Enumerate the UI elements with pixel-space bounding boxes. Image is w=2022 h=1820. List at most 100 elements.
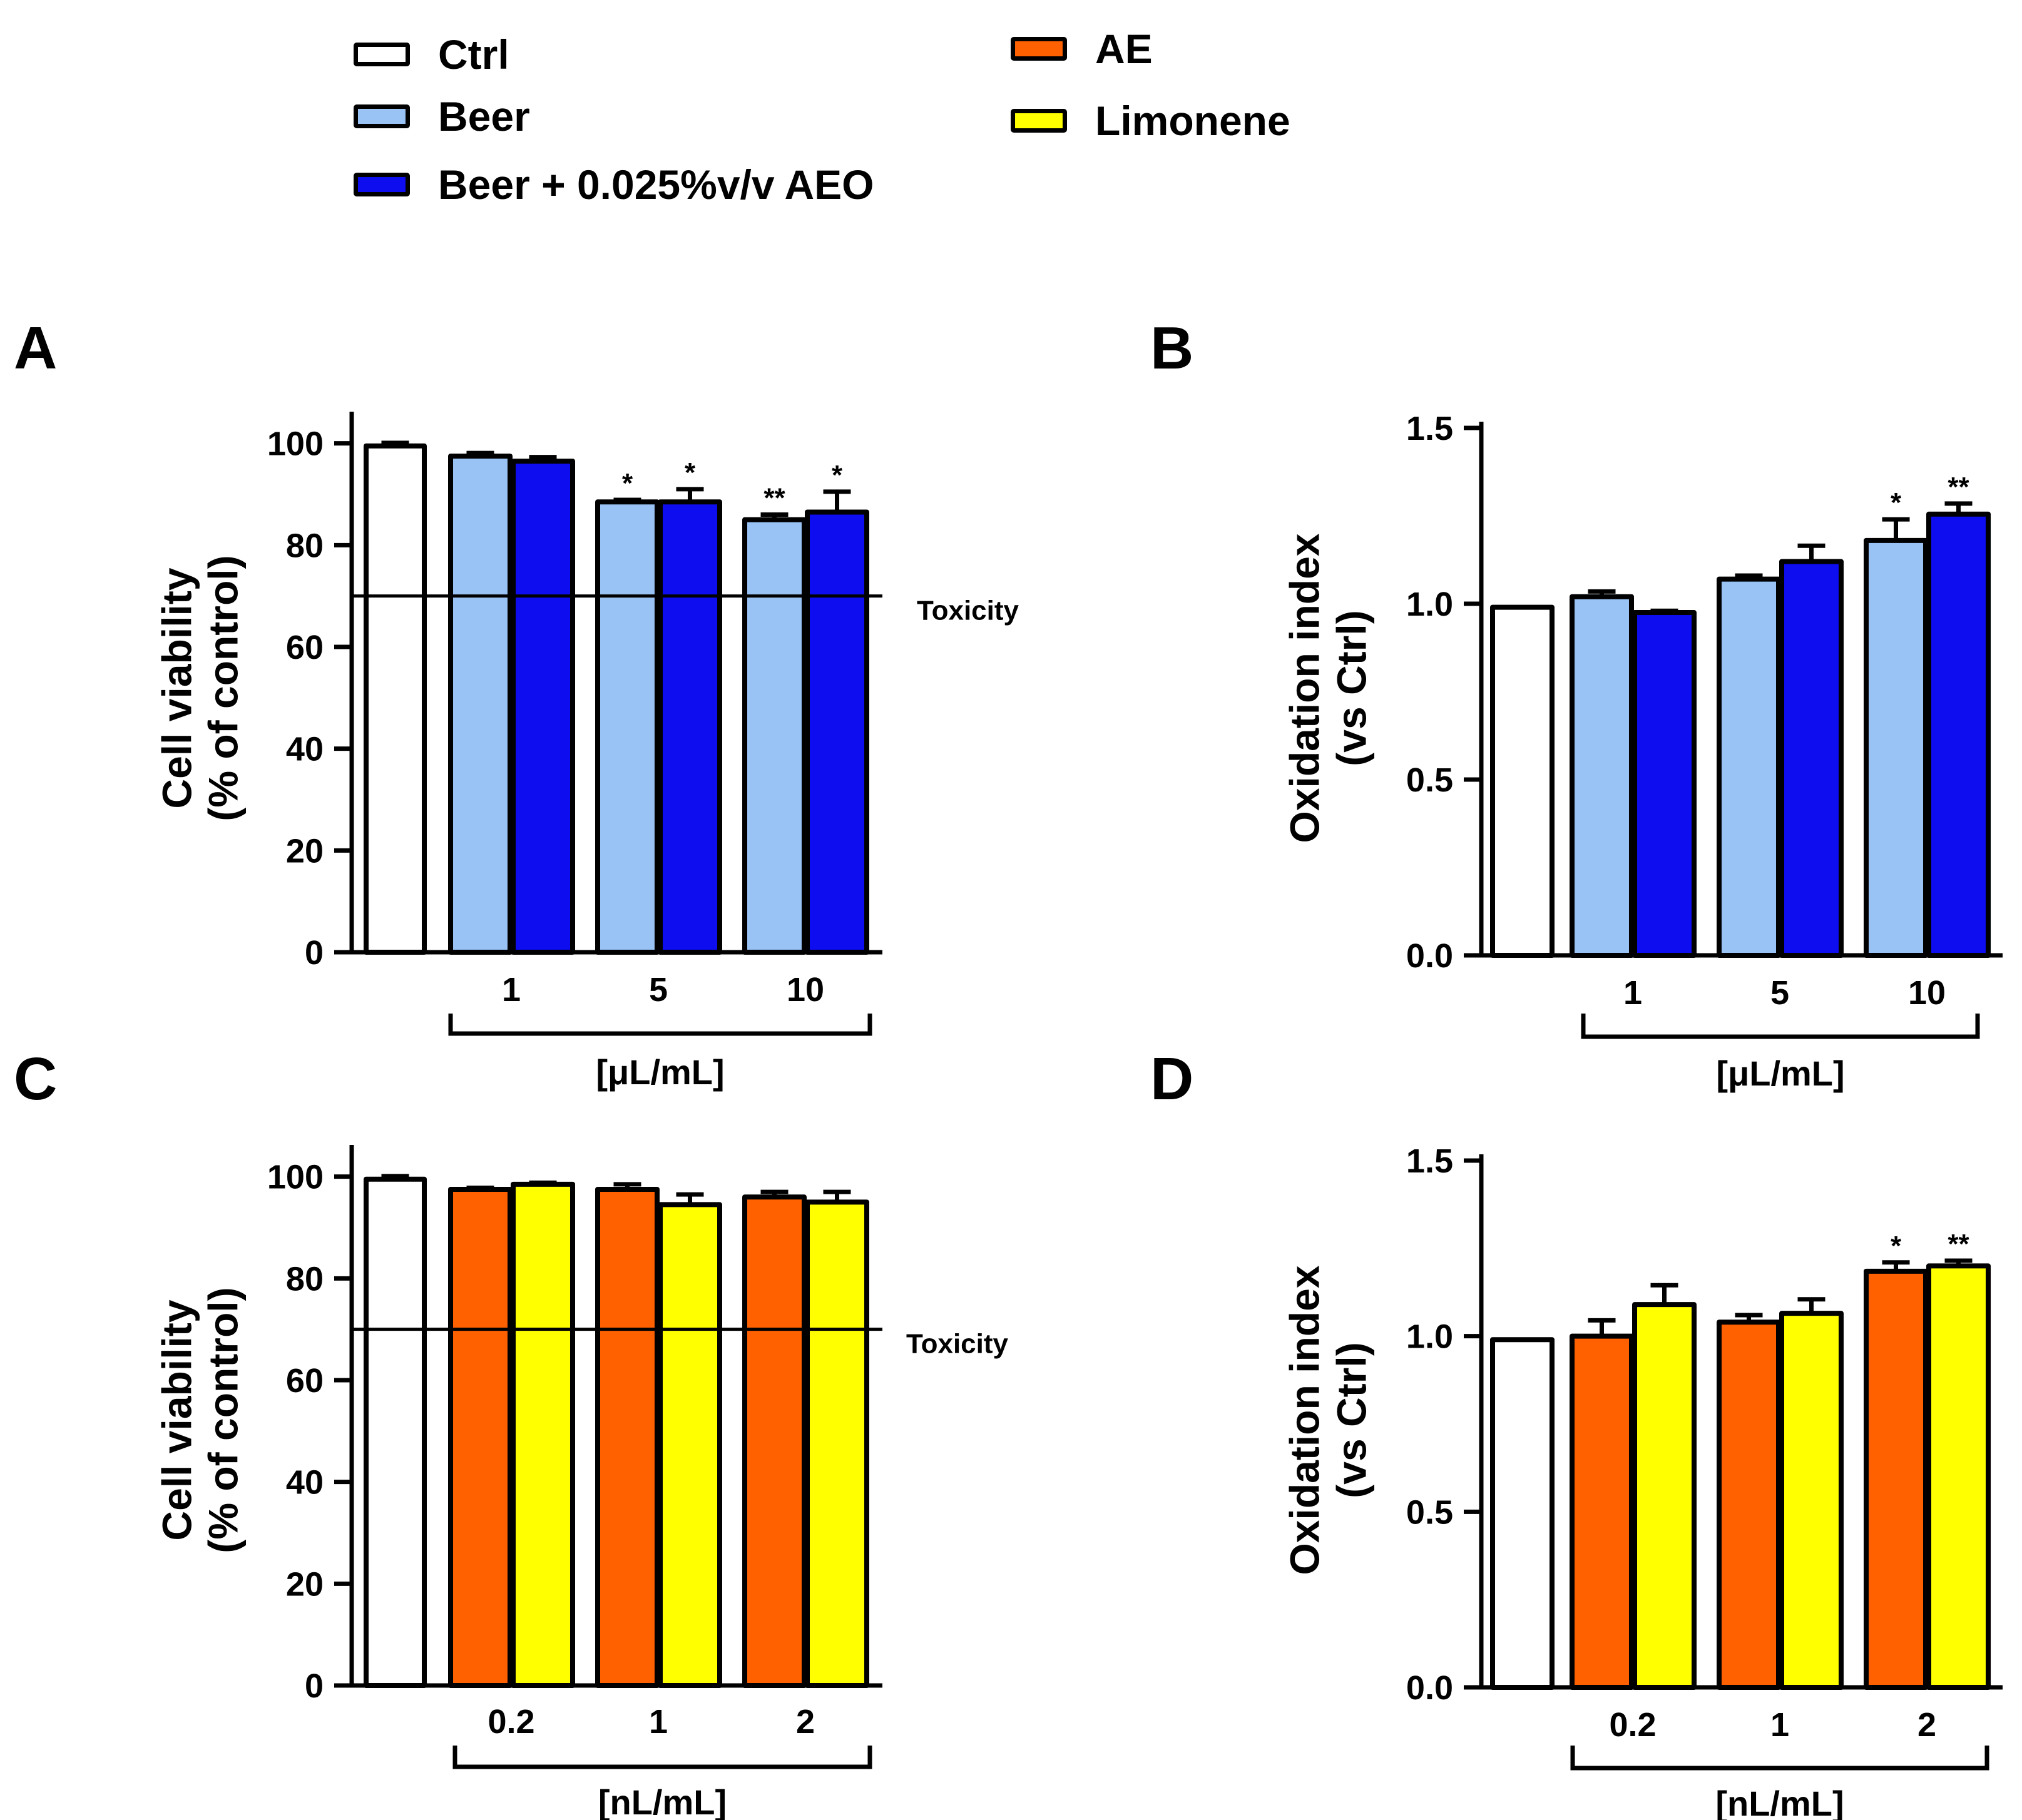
panel-a-sig-beer_aeo-1: *: [685, 457, 696, 488]
legend-label-limonene: Limonene: [1095, 98, 1290, 144]
panel-b-chart: Oxidation index (vs Ctrl)1 5***100.00.51.0…: [1281, 410, 2003, 1093]
panel-d-bar-limonene-0: [1632, 1302, 1697, 1690]
panel-a-sig-beer-1: *: [622, 468, 633, 499]
panel-c-ytick-label-0: 0: [305, 1667, 324, 1705]
panel-letter-d: D: [1150, 1045, 1194, 1112]
panel-c-ytick-label-2: 40: [286, 1464, 324, 1502]
panel-a-toxicity-label: Toxicity: [917, 596, 1019, 626]
panel-d-bar-limonene-1: [1779, 1311, 1844, 1690]
panel-c-xtick-label-1: 1: [649, 1703, 668, 1741]
panel-a-ytick-label-5: 100: [267, 425, 324, 463]
panel-b-bar-ctrl: [1490, 604, 1555, 958]
panel-d-xtick-label-1: 1: [1770, 1706, 1789, 1744]
panel-a-ylabel-line2: (% of control): [200, 555, 246, 821]
legend-item-ctrl: Ctrl: [354, 31, 509, 78]
panel-d-bar-ae-0: [1570, 1333, 1634, 1690]
panel-b-bar-beer_aeo-1: [1779, 559, 1844, 958]
panel-a-ylabel-line1: Cell viability: [153, 567, 200, 808]
panel-a-bar-beer-0: [448, 454, 513, 955]
panel-c-bar-ctrl: [364, 1176, 427, 1688]
panel-b-bar-beer_aeo-0: [1632, 610, 1697, 958]
panel-b-ytick-label-0: 0.0: [1406, 937, 1453, 975]
panel-c-ytick-label-1: 20: [286, 1565, 324, 1603]
panel-d-bar-ae-2: [1864, 1268, 1928, 1690]
panel-b-sig-beer-2: *: [1891, 487, 1902, 518]
legend-swatch-beer-aeo: [354, 173, 410, 196]
panel-b-bar-beer-0: [1570, 594, 1634, 958]
panel-d-xlabel: [nL/mL]: [1715, 1784, 1844, 1820]
legend-swatch-limonene: [1011, 109, 1067, 133]
panel-c-ytick-label-4: 80: [286, 1260, 324, 1298]
panel-d-sig-limonene-2: **: [1948, 1229, 1969, 1259]
panel-c-bar-ae-0: [448, 1187, 513, 1688]
panel-b-ytick-label-3: 1.5: [1406, 410, 1453, 447]
panel-c-xlabel: [nL/mL]: [598, 1782, 727, 1820]
panel-b-bar-beer-1: [1717, 576, 1781, 958]
panel-c-xtick-label-0: 0.2: [488, 1703, 534, 1741]
panel-a-xtick-label-1: 5: [649, 971, 668, 1009]
panel-d-bar-ae-1: [1717, 1319, 1781, 1690]
panel-d-xtick-label-0: 0.2: [1609, 1706, 1656, 1744]
panel-c-ylabel-line1: Cell viability: [153, 1299, 200, 1540]
panel-a-ytick-label-4: 80: [286, 527, 324, 564]
panel-a-bar-beer-1: [595, 499, 660, 955]
legend-item-beer: Beer: [354, 93, 530, 140]
panel-c-bar-limonene-2: [805, 1199, 869, 1689]
panel-b-xtick-label-1: 5: [1770, 974, 1789, 1012]
panel-c-bar-limonene-0: [511, 1181, 575, 1689]
panel-a-bar-beer-2: [742, 517, 807, 955]
panel-c-bar-limonene-1: [658, 1202, 722, 1688]
panel-d-ytick-label-0: 0.0: [1406, 1669, 1453, 1707]
panel-c-toxicity-label: Toxicity: [906, 1329, 1009, 1360]
panel-c-ytick-label-3: 60: [286, 1362, 324, 1400]
panel-b-x-bracket: [1581, 1014, 1980, 1039]
legend-label-ae: AE: [1095, 26, 1153, 72]
panel-b-ytick-label-1: 0.5: [1406, 761, 1453, 799]
panel-b-bar-beer-2: [1864, 537, 1928, 958]
panel-d-ytick-label-2: 1.0: [1406, 1318, 1453, 1356]
panel-b-xtick-label-0: 1: [1623, 974, 1642, 1012]
panel-c-ytick-label-5: 100: [267, 1159, 324, 1196]
panel-c-bar-ae-2: [742, 1194, 807, 1688]
panel-letter-b: B: [1150, 315, 1194, 382]
panel-d-ylabel-line1: Oxidation index: [1281, 1265, 1327, 1575]
panel-b-xtick-label-2: 10: [1908, 974, 1946, 1012]
panel-d-bar-ctrl: [1490, 1337, 1555, 1690]
panel-d-bar-limonene-2: [1926, 1263, 1991, 1690]
panel-c-chart: Cell viability (% of control) 0.2 1 2 Toxicit…: [153, 1145, 1009, 1820]
panel-a-chart: Cell viability (% of control)1* *5***10Tox…: [153, 412, 1019, 1092]
legend-label-ctrl: Ctrl: [438, 31, 509, 78]
panel-a-xlabel: [μL/mL]: [596, 1052, 724, 1092]
legend-item-ae: AE: [1011, 25, 1153, 73]
panel-d-sig-ae-2: *: [1891, 1231, 1902, 1261]
panel-d-chart: Oxidation index (vs Ctrl)0.2 1* **20.00.51.…: [1281, 1142, 2003, 1820]
panel-d-ytick-label-3: 1.5: [1406, 1142, 1453, 1180]
panel-a-ytick-label-1: 20: [286, 832, 324, 870]
panel-d-ytick-label-1: 0.5: [1406, 1493, 1453, 1531]
panel-a-ytick-label-0: 0: [305, 934, 324, 972]
panel-a-bar-ctrl: [364, 443, 427, 955]
legend-label-beer-aeo: Beer + 0.025%v/v AEO: [438, 161, 874, 208]
panel-a-xtick-label-0: 1: [502, 971, 521, 1009]
panel-b-xlabel: [μL/mL]: [1716, 1054, 1844, 1093]
panel-d-ylabel-line2: (vs Ctrl): [1328, 1342, 1374, 1498]
legend-item-beer-aeo: Beer + 0.025%v/v AEO: [354, 161, 874, 208]
panel-d-xtick-label-2: 2: [1917, 1706, 1936, 1744]
legend-label-beer: Beer: [438, 93, 530, 140]
panel-a-ytick-label-2: 40: [286, 731, 324, 768]
panel-letter-a: A: [14, 315, 58, 382]
panel-d-x-bracket: [1570, 1746, 1989, 1771]
panel-letter-c: C: [14, 1045, 58, 1112]
panel-c-xtick-label-2: 2: [796, 1703, 815, 1741]
panel-a-sig-beer-2: **: [763, 483, 785, 514]
panel-a-sig-beer_aeo-2: *: [832, 460, 843, 491]
panel-a-bar-beer_aeo-1: [658, 499, 722, 955]
panel-a-xtick-label-2: 10: [787, 971, 824, 1009]
panel-c-bar-ae-1: [595, 1187, 660, 1688]
legend-item-limonene: Limonene: [1011, 97, 1290, 145]
panel-c-x-bracket: [452, 1746, 872, 1769]
panel-b-bar-beer_aeo-2: [1926, 511, 1991, 958]
panel-c-ylabel-line2: (% of control): [200, 1287, 246, 1553]
panel-a-bar-beer_aeo-0: [511, 459, 575, 955]
